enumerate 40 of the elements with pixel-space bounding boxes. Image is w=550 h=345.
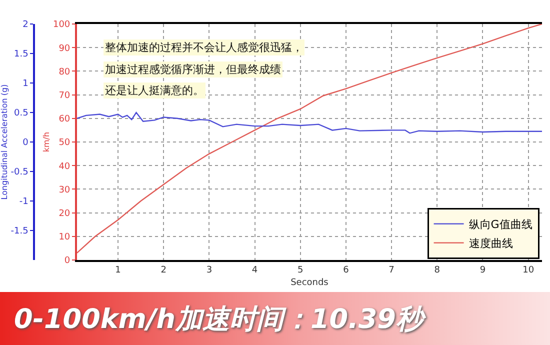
legend-label: 速度曲线	[468, 237, 513, 250]
y2-tick-label: 1.5	[14, 50, 28, 60]
y-tick-label: 20	[58, 208, 70, 219]
y-tick-label: 10	[58, 232, 70, 243]
x-tick-label: 6	[343, 266, 350, 276]
annotation: 还是让人挺满意的。	[105, 84, 204, 97]
y2-tick-label: -1	[19, 197, 28, 208]
x-tick-label: 7	[388, 266, 394, 276]
x-tick-label: 1	[115, 266, 121, 276]
x-tick-label: 5	[297, 266, 304, 276]
y-tick-label: 60	[58, 114, 70, 125]
y-axis-title: km/h	[42, 132, 52, 152]
x-axis-title: Seconds	[290, 278, 329, 288]
legend-label: 纵向G值曲线	[468, 218, 532, 232]
x-tick-label: 4	[252, 266, 258, 276]
y2-tick-label: 0	[22, 138, 29, 148]
x-tick-label: 9	[480, 266, 486, 276]
y-tick-label: 50	[58, 138, 70, 148]
line-series	[76, 112, 542, 134]
annotation: 加速过程感觉循序渐进，但最终成绩	[105, 63, 281, 76]
y2-axis-title: Longitudinal Acceleration (g)	[0, 84, 9, 200]
y2-tick-label: 0.5	[14, 108, 28, 119]
x-tick-label: 8	[434, 266, 440, 276]
annotation: 整体加速的过程并不会让人感觉很迅猛，	[105, 41, 303, 54]
x-tick-label: 3	[206, 266, 212, 276]
y2-tick-label: -0.5	[10, 168, 28, 178]
y-tick-label: 70	[58, 90, 70, 101]
y2-tick-label: 1	[22, 79, 28, 90]
y-tick-label: 90	[58, 44, 70, 54]
y2-tick-label: 2	[22, 20, 28, 30]
x-tick-label: 2	[160, 266, 166, 276]
x-tick-label: 10	[522, 266, 534, 276]
y-tick-label: 30	[58, 185, 70, 196]
y2-tick-label: -1.5	[10, 226, 28, 237]
line-series	[76, 24, 542, 254]
y-tick-label: 40	[58, 162, 70, 172]
text: 0-100km/h加速时间：10.39秒	[0, 292, 550, 345]
y-tick-label: 0	[64, 256, 70, 266]
y-tick-label: 100	[52, 20, 70, 30]
y-tick-label: 80	[58, 67, 70, 78]
